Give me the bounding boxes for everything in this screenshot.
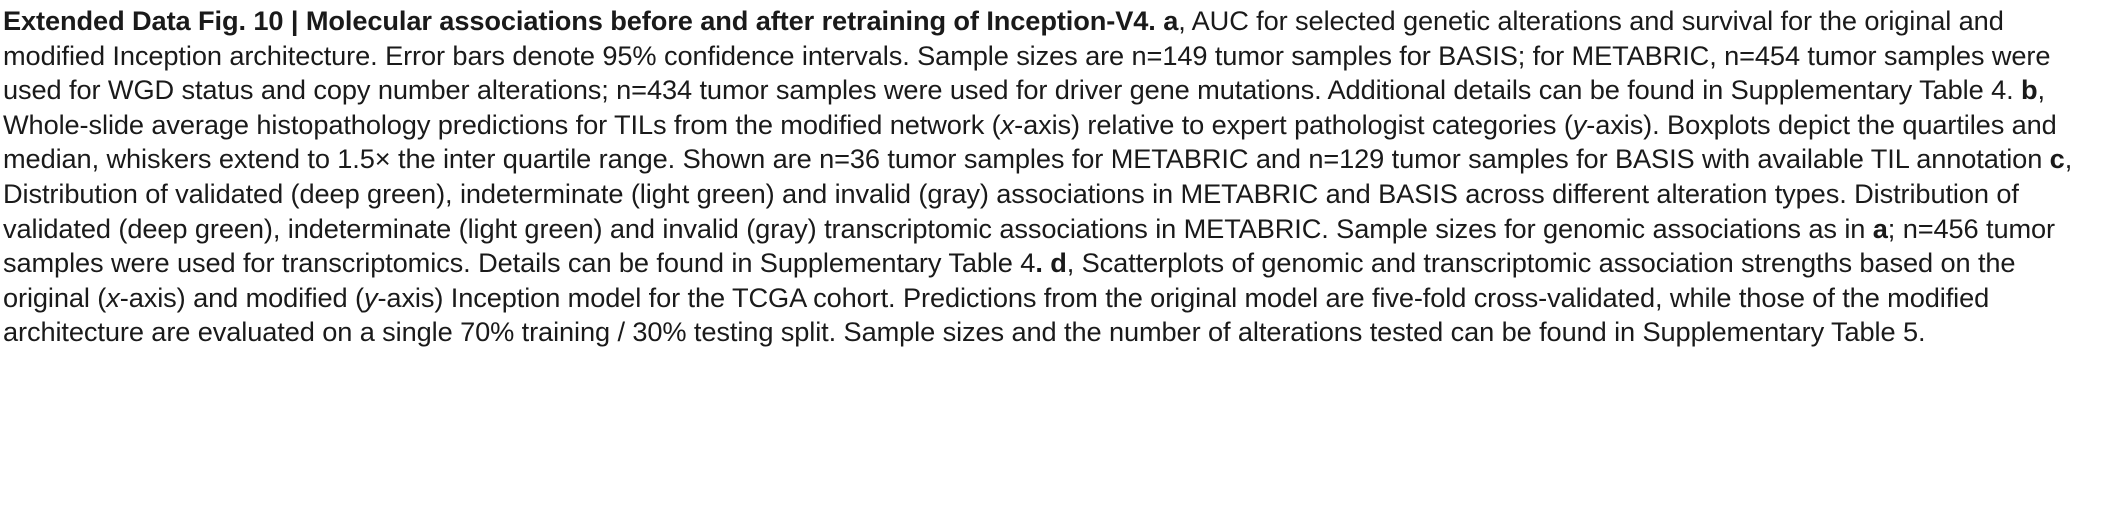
caption-label: Extended Data Fig. 10 | Molecular associ… <box>3 5 1156 36</box>
y-axis-variable-b: y <box>1572 108 1587 140</box>
panel-a-text: , AUC for selected genetic alterations a… <box>3 5 2051 106</box>
x-axis-variable-d: x <box>106 281 120 313</box>
panel-b-text-1: , Whole-slide average histopathology pre… <box>3 74 2045 140</box>
panel-b-text-2: -axis) relative to expert pathologist ca… <box>1014 108 1573 140</box>
panel-c-text-2: ; n=456 tumor samples were used for tran… <box>3 212 2056 279</box>
x-axis-variable-b: x <box>1000 108 1015 140</box>
panel-c-text-1: , Distribution of validated (deep green)… <box>3 143 2073 244</box>
panel-a-reference: a <box>1872 212 1888 244</box>
panel-d-marker: . d <box>1035 247 1067 279</box>
figure-caption: Extended Data Fig. 10 | Molecular associ… <box>3 5 2073 348</box>
panel-b-text-3: -axis). Boxplots depict the quartiles an… <box>3 108 2057 175</box>
panel-a-marker: a <box>1163 5 1179 36</box>
panel-c-marker: c <box>2049 143 2065 175</box>
panel-d-text-1: , Scatterplots of genomic and transcript… <box>3 247 2016 313</box>
panel-b-marker: b <box>2021 74 2038 106</box>
y-axis-variable-d: y <box>363 281 378 313</box>
panel-d-text-2: -axis) and modified ( <box>119 281 364 313</box>
panel-d-text-3: -axis) Inception model for the TCGA coho… <box>3 281 1990 348</box>
